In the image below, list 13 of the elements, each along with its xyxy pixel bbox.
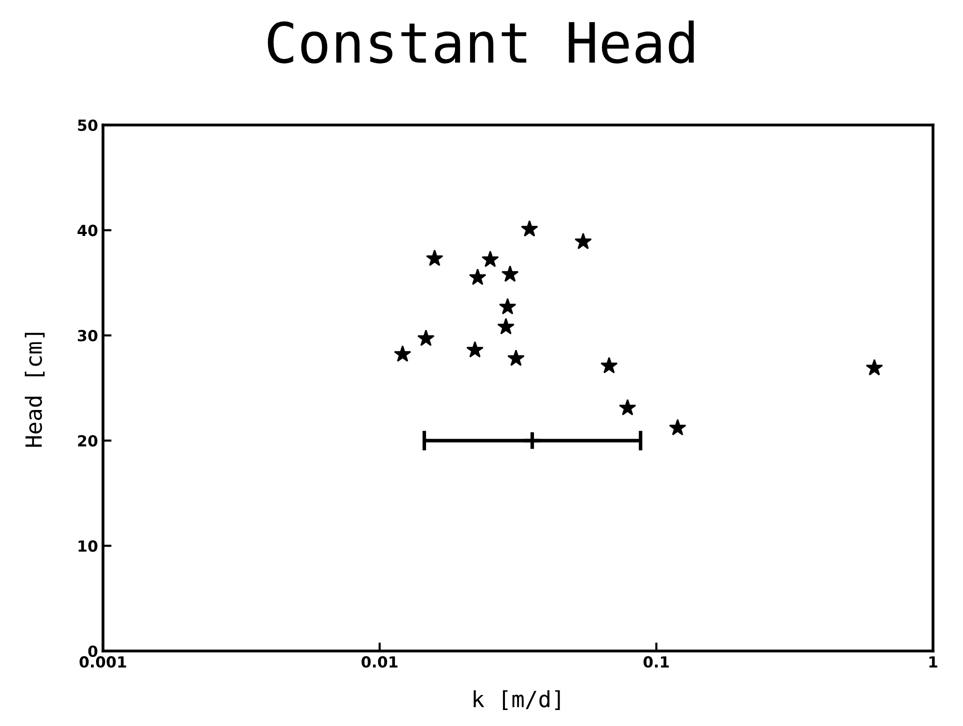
chart-title: Constant Head <box>268 20 694 64</box>
y-tick-label: 10 <box>78 540 98 552</box>
y-tick-label: 20 <box>78 435 98 447</box>
y-axis-title: Head [cm] <box>24 332 45 447</box>
y-tick-label: 0 <box>88 645 98 658</box>
y-tick-label: 40 <box>78 224 98 236</box>
y-tick-label: 30 <box>78 330 98 342</box>
x-tick-label: 0.1 <box>644 656 669 668</box>
x-tick-label: 1 <box>929 656 938 668</box>
y-tick-label: 50 <box>78 119 98 132</box>
x-tick-label: 0.01 <box>362 656 398 668</box>
x-tick-label: 0.001 <box>80 656 126 668</box>
x-axis-title: k [m/d] <box>474 690 560 710</box>
